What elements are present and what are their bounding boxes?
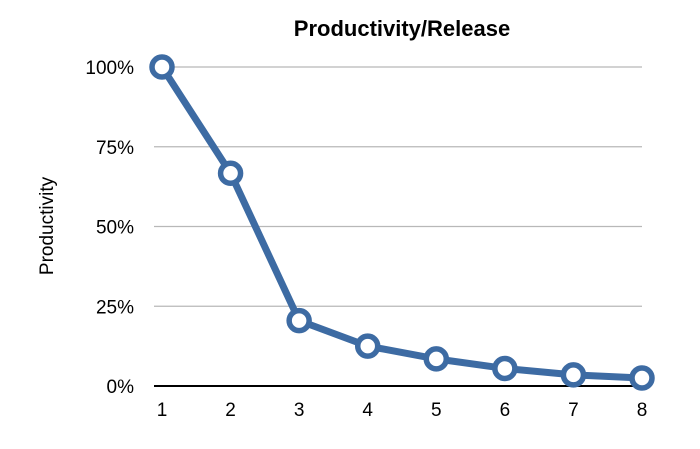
gridlines (154, 66, 642, 387)
series-productivity (149, 54, 655, 391)
y-tick-label: 75% (96, 138, 134, 159)
x-tick-label: 7 (568, 400, 579, 421)
x-tick-label: 4 (362, 400, 373, 421)
y-tick-label: 0% (107, 377, 135, 398)
data-point (354, 333, 381, 359)
x-tick-label: 1 (157, 400, 168, 421)
data-point (149, 54, 175, 80)
x-tick-label: 8 (637, 400, 648, 421)
data-point (423, 346, 450, 372)
y-tick-label: 100% (85, 58, 134, 79)
series-line (158, 63, 646, 382)
x-tick-label: 5 (431, 400, 442, 421)
x-tick-labels: 1 2 3 4 5 6 7 8 (157, 400, 648, 421)
x-tick-label: 3 (294, 400, 305, 421)
data-point (492, 355, 518, 382)
y-axis-label: Productivity (37, 176, 58, 275)
data-point (217, 160, 244, 186)
data-point (560, 362, 587, 388)
y-tick-label: 50% (96, 218, 134, 239)
x-tick-label: 2 (225, 400, 236, 421)
data-point (629, 365, 655, 391)
y-tick-label: 25% (96, 297, 134, 318)
data-point (286, 307, 312, 334)
y-tick-labels: 0% 25% 50% 75% 100% (85, 58, 134, 398)
x-tick-label: 6 (500, 400, 511, 421)
chart-title: Productivity/Release (294, 16, 510, 41)
